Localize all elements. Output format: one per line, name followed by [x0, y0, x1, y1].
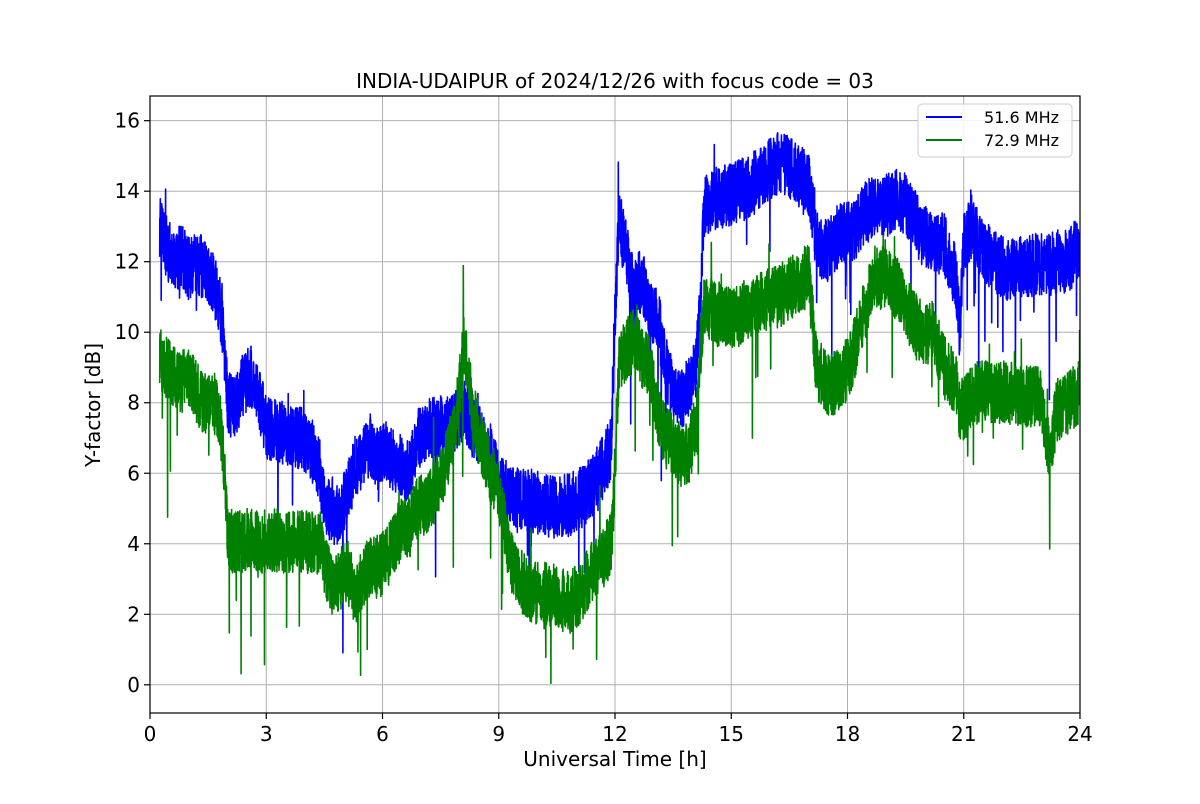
x-tick-label: 21: [951, 722, 976, 746]
y-tick-label: 2: [127, 602, 140, 626]
y-tick-label: 16: [115, 109, 140, 133]
y-tick-label: 4: [127, 532, 140, 556]
series-line-1: [158, 234, 1080, 685]
y-tick-label: 10: [115, 320, 140, 344]
x-tick-label: 15: [719, 722, 744, 746]
y-tick-label: 0: [127, 673, 140, 697]
x-tick-label: 24: [1067, 722, 1092, 746]
y-tick-label: 14: [115, 179, 140, 203]
series-layer: [158, 132, 1080, 685]
y-tick-label: 6: [127, 461, 140, 485]
x-tick-label: 9: [492, 722, 505, 746]
x-tick-label: 3: [260, 722, 273, 746]
x-tick-label: 12: [602, 722, 627, 746]
y-tick-label: 12: [115, 250, 140, 274]
legend: 51.6 MHz 72.9 MHz: [917, 103, 1073, 158]
y-tick-label: 8: [127, 391, 140, 415]
x-tick-label: 6: [376, 722, 389, 746]
legend-label-1: 72.9 MHz: [984, 131, 1059, 150]
chart-title: INDIA-UDAIPUR of 2024/12/26 with focus c…: [356, 69, 874, 93]
y-axis-label: Y-factor [dB]: [81, 343, 105, 468]
series-line-0: [158, 132, 1080, 654]
x-axis-label: Universal Time [h]: [523, 747, 706, 771]
x-tick-label: 18: [835, 722, 860, 746]
x-tick-label: 0: [144, 722, 157, 746]
legend-label-0: 51.6 MHz: [984, 108, 1059, 127]
